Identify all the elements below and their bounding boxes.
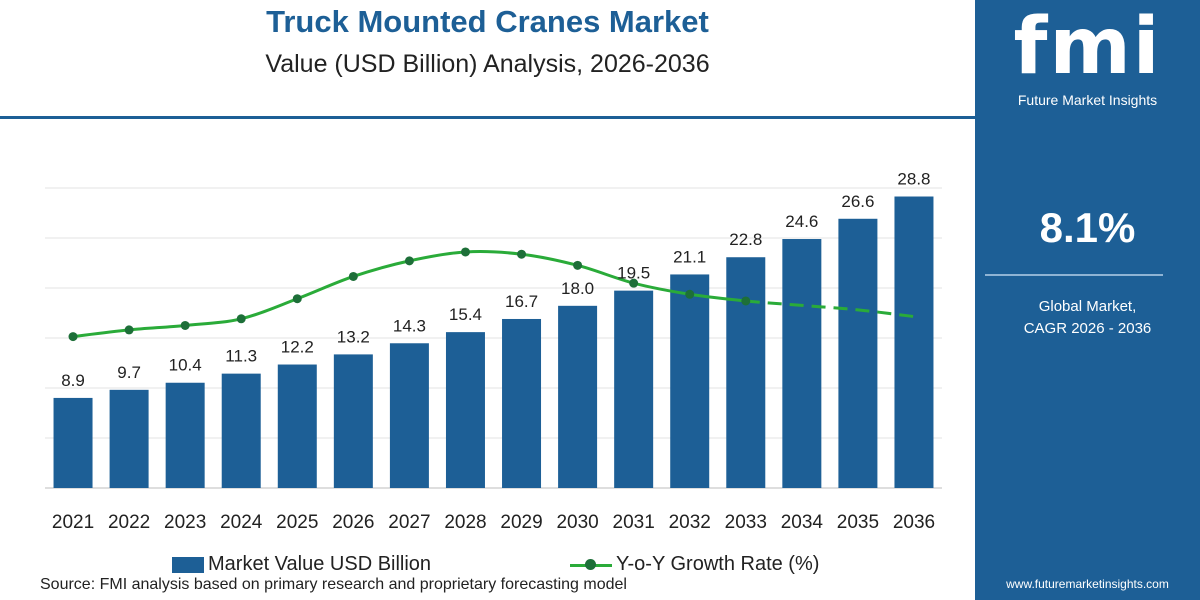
cagr-divider <box>985 274 1163 276</box>
growth-point <box>68 332 78 342</box>
x-tick-label: 2032 <box>669 512 711 533</box>
bar <box>670 274 710 488</box>
bar-value-label: 22.8 <box>729 230 762 249</box>
growth-point <box>404 256 414 266</box>
bar <box>614 290 654 488</box>
growth-point <box>124 325 134 335</box>
bar-value-label: 13.2 <box>337 327 370 346</box>
bar <box>502 318 542 488</box>
growth-point <box>685 289 695 299</box>
chart-panel: Truck Mounted Cranes Market Value (USD B… <box>0 4 975 593</box>
bar-value-label: 9.7 <box>117 363 141 382</box>
bar <box>894 196 934 488</box>
growth-point <box>741 296 751 306</box>
growth-line-dashed <box>745 299 915 319</box>
cagr-label: Global Market, CAGR 2026 - 2036 <box>1023 298 1152 337</box>
bar <box>389 343 429 488</box>
x-tick-label: 2029 <box>500 512 542 533</box>
growth-point <box>348 271 358 281</box>
x-tick-label: 2025 <box>276 512 318 533</box>
legend-line-label: Y-o-Y Growth Rate (%) <box>616 553 820 575</box>
chart-title: Truck Mounted Cranes Market <box>266 4 709 39</box>
legend-bar-swatch <box>172 557 204 573</box>
bar-value-label: 18.0 <box>561 279 594 298</box>
bar-value-label: 8.9 <box>61 371 85 390</box>
x-tick-label: 2034 <box>781 512 824 533</box>
chart-subtitle: Value (USD Billion) Analysis, 2026-2036 <box>265 50 710 78</box>
growth-point <box>236 314 246 324</box>
x-tick-label: 2027 <box>388 512 430 533</box>
logo-tagline: Future Market Insights <box>1017 92 1158 108</box>
bar-value-label: 14.3 <box>393 316 426 335</box>
x-tick-label: 2033 <box>725 512 767 533</box>
bar-value-label: 28.8 <box>897 170 930 189</box>
website-link[interactable]: www.futuremarketinsights.com <box>1006 577 1169 591</box>
chart-plot: 8.9 2021 9.7 2022 10.4 2023 11.3 2024 12.2 2025 13… <box>45 170 942 533</box>
x-tick-label: 2030 <box>556 512 598 533</box>
bar-value-label: 21.1 <box>673 247 706 266</box>
side-panel: fmi Future Market Insights 8.1% Global M… <box>975 0 1200 600</box>
growth-point <box>517 249 527 259</box>
bar-value-label: 10.4 <box>169 356 202 375</box>
bar <box>53 397 93 488</box>
bar <box>838 218 878 488</box>
title-divider <box>0 116 975 119</box>
bar-value-label: 19.5 <box>617 264 650 283</box>
growth-point <box>629 278 639 288</box>
x-tick-label: 2026 <box>332 512 374 533</box>
bar-value-label: 15.4 <box>449 305 482 324</box>
bar <box>782 239 822 488</box>
fmi-logo: fmi <box>1013 2 1162 92</box>
x-tick-label: 2035 <box>837 512 879 533</box>
source-note: Source: FMI analysis based on primary re… <box>40 576 627 593</box>
x-tick-label: 2031 <box>613 512 655 533</box>
bar <box>165 382 205 488</box>
bar-value-label: 16.7 <box>505 292 538 311</box>
growth-point <box>573 260 583 270</box>
bar-value-label: 24.6 <box>785 212 818 231</box>
legend-line-marker <box>585 559 596 570</box>
legend-bar-label: Market Value USD Billion <box>208 553 432 575</box>
bar <box>277 364 317 488</box>
growth-point <box>292 294 302 304</box>
bar <box>221 373 261 488</box>
growth-point <box>180 320 190 330</box>
bar <box>109 389 149 488</box>
bar <box>558 305 598 488</box>
bar <box>445 332 485 488</box>
bar-value-label: 26.6 <box>841 192 874 211</box>
x-tick-label: 2036 <box>893 512 935 533</box>
x-tick-label: 2022 <box>108 512 150 533</box>
bar-value-label: 12.2 <box>281 338 314 357</box>
cagr-value: 8.1% <box>1039 204 1136 251</box>
bar <box>333 354 373 488</box>
x-tick-label: 2024 <box>220 512 263 533</box>
bar <box>726 257 766 488</box>
growth-point <box>460 247 470 257</box>
x-tick-label: 2023 <box>164 512 206 533</box>
x-tick-label: 2021 <box>52 512 94 533</box>
x-tick-label: 2028 <box>444 512 486 533</box>
bar-value-label: 11.3 <box>225 347 257 366</box>
